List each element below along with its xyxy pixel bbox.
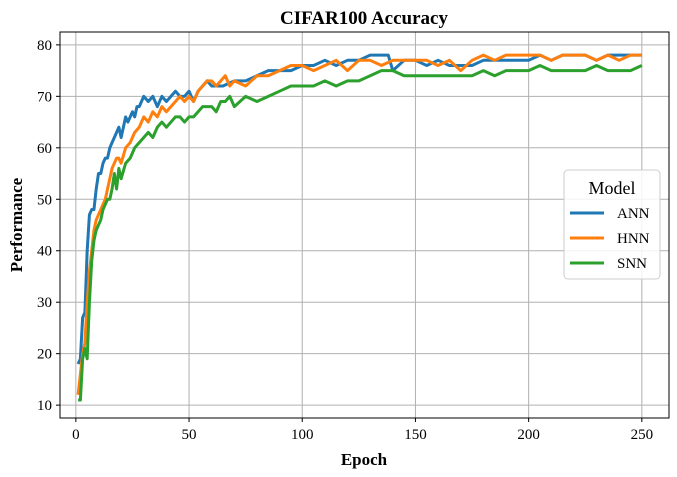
y-axis-ticks: 10 20 30 40 50 60 70 80 [37,38,60,414]
y-tick-label: 60 [37,141,52,157]
legend-items: ANN HNN SNN [570,206,650,272]
plot-lines [76,53,643,402]
y-tick-label: 70 [37,89,52,105]
series-line-snn [78,63,643,402]
y-tick-label: 10 [37,398,52,414]
x-tick-label: 250 [631,427,654,443]
legend-label-snn: SNN [617,256,647,272]
y-tick-label: 20 [37,347,52,363]
y-axis-label: Performance [7,177,26,272]
legend-label-ann: ANN [617,206,650,222]
legend-box [563,169,661,280]
x-tick-label: 150 [404,427,427,443]
x-tick-label: 0 [72,427,80,443]
chart-title: CIFAR100 Accuracy [280,8,448,29]
y-tick-label: 30 [37,295,52,311]
y-tick-label: 50 [37,192,52,208]
x-axis-ticks: 0 50 100 150 200 250 [72,418,653,443]
legend-label-hnn: HNN [617,231,650,247]
legend-title: Model [589,178,636,198]
legend: Model ANN HNN SNN [563,169,661,280]
plot-area-frame [59,31,670,419]
y-tick-label: 40 [37,244,52,260]
x-tick-label: 50 [182,427,197,443]
x-axis-label: Epoch [341,450,388,469]
series-line-hnn [76,53,642,396]
x-tick-label: 100 [291,427,314,443]
series-line-ann [76,53,642,365]
y-tick-label: 80 [37,38,52,54]
x-tick-label: 200 [517,427,540,443]
